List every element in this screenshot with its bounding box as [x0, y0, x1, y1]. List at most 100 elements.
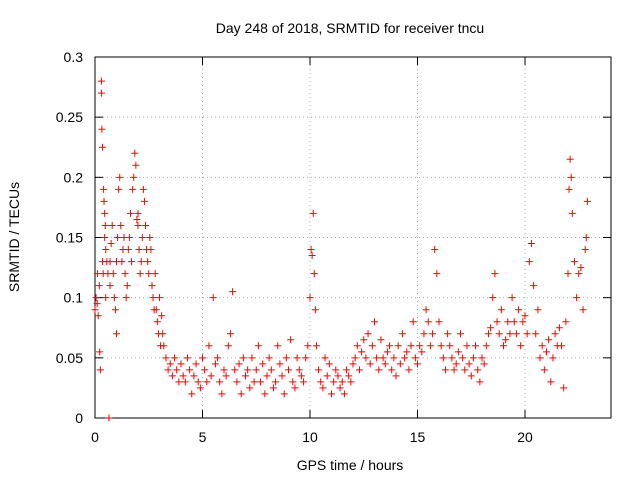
data-point: [379, 354, 387, 362]
data-point: [465, 360, 473, 368]
data-point: [183, 354, 191, 362]
data-point: [226, 330, 234, 338]
data-point: [108, 221, 116, 229]
data-point: [570, 258, 578, 266]
data-point: [287, 336, 295, 344]
data-point: [304, 342, 312, 350]
data-point: [98, 125, 106, 133]
y-tick-label: 0.1: [64, 290, 84, 306]
data-point: [536, 354, 544, 362]
data-point: [355, 366, 363, 374]
x-tick-label: 5: [199, 429, 207, 445]
data-point: [452, 360, 460, 368]
data-point: [158, 312, 166, 320]
data-point: [168, 372, 176, 380]
data-point: [133, 215, 141, 223]
data-point: [353, 342, 361, 350]
data-point: [166, 360, 174, 368]
data-point: [306, 294, 314, 302]
data-point: [205, 342, 213, 350]
data-point: [431, 246, 439, 254]
data-point: [207, 372, 215, 380]
data-point: [177, 360, 185, 368]
data-point: [146, 234, 154, 241]
data-point: [371, 318, 378, 326]
data-point: [96, 366, 104, 374]
data-point: [130, 173, 138, 181]
data-point: [368, 342, 376, 350]
data-point: [512, 330, 520, 338]
data-point: [523, 330, 531, 338]
data-point: [349, 360, 357, 368]
data-point: [229, 288, 237, 296]
data-point: [525, 258, 533, 266]
data-point: [323, 372, 331, 380]
data-point: [94, 312, 102, 320]
data-point: [480, 360, 488, 368]
data-point: [278, 372, 286, 380]
data-point: [457, 330, 464, 338]
data-point: [282, 354, 290, 362]
data-point: [149, 294, 157, 302]
data-point: [101, 209, 109, 217]
data-point: [300, 378, 308, 386]
data-point: [113, 330, 120, 338]
data-point: [407, 342, 415, 350]
data-point: [547, 378, 555, 386]
data-point: [295, 366, 303, 374]
data-point: [358, 348, 366, 356]
data-point: [433, 270, 441, 278]
x-tick-label: 20: [517, 429, 533, 445]
data-point: [246, 384, 254, 392]
data-point: [181, 378, 189, 386]
data-point: [564, 270, 572, 278]
data-point: [135, 246, 143, 254]
data-point: [450, 366, 458, 374]
data-point: [115, 185, 123, 193]
data-point: [315, 366, 323, 374]
data-point: [463, 342, 471, 350]
data-point: [377, 336, 385, 344]
data-point: [194, 378, 202, 386]
data-point: [105, 414, 113, 422]
data-point: [582, 234, 590, 241]
data-point: [101, 221, 109, 229]
data-point: [151, 270, 159, 278]
data-point: [444, 330, 452, 338]
data-point: [390, 354, 398, 362]
data-point: [420, 330, 428, 338]
data-point: [102, 294, 110, 302]
data-point: [558, 342, 566, 350]
data-point: [362, 354, 370, 362]
data-point: [289, 378, 297, 386]
data-point: [138, 234, 146, 241]
data-point: [137, 258, 145, 266]
data-point: [336, 384, 344, 392]
data-point: [534, 306, 542, 314]
data-point: [347, 378, 355, 386]
data-point: [351, 354, 359, 362]
y-axis-label: SRMTID / TECUs: [6, 182, 22, 292]
data-point: [500, 342, 507, 350]
data-point: [345, 372, 353, 380]
data-point: [375, 366, 383, 374]
data-point: [118, 258, 126, 266]
data-point: [334, 372, 342, 380]
data-point: [144, 258, 152, 266]
data-point: [209, 294, 217, 302]
data-point: [424, 318, 432, 326]
data-point: [171, 354, 179, 362]
data-point: [502, 336, 510, 344]
data-point: [474, 366, 482, 374]
data-point: [560, 384, 568, 392]
data-point: [145, 270, 153, 278]
data-point: [123, 282, 131, 290]
data-point: [403, 348, 411, 356]
data-point: [364, 330, 372, 338]
data-point: [252, 366, 260, 374]
data-point: [107, 240, 115, 248]
data-point: [132, 161, 140, 169]
x-tick-label: 15: [410, 429, 426, 445]
x-tick-label: 10: [302, 429, 318, 445]
